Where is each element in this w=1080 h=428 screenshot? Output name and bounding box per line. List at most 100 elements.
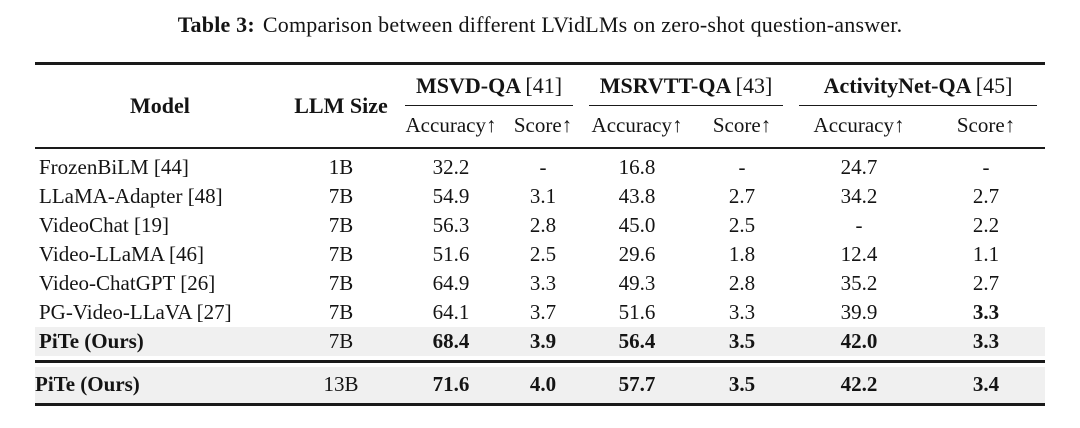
- metric-value-cell: 29.6: [618, 242, 656, 266]
- table-caption: Table 3: Comparison between different LVi…: [0, 0, 1080, 38]
- metric-value-cell: -: [539, 155, 547, 179]
- metric-value-cell: 2.8: [728, 271, 756, 295]
- metric-value-cell: 64.1: [432, 300, 470, 324]
- table-row: LLaMA-Adapter [48] 7B 54.9 3.1 43.8 2.7 34.2 2.…: [35, 182, 1045, 211]
- metric-value-cell: -: [855, 213, 863, 237]
- llm-size-cell: 7B: [328, 271, 354, 295]
- col-header-llm-size: LLM Size: [285, 63, 397, 149]
- metric-value-cell: 2.7: [728, 184, 756, 208]
- metric-value-cell: 35.2: [840, 271, 878, 295]
- metric-value-cell: 2.7: [972, 271, 1000, 295]
- sub-header-row: Accuracy↑ Score↑ Accuracy↑ Score↑ Accura…: [35, 106, 1046, 149]
- metric-value-cell: 56.4: [581, 327, 694, 356]
- table-row: VideoChat [19] 7B 56.3 2.8 45.0 2.5 - 2.2: [35, 211, 1045, 240]
- group-header-activitynet-qa: ActivityNet-QA [45]: [791, 64, 1045, 106]
- metric-value-cell: -: [982, 155, 990, 179]
- metric-value-cell: 3.5: [693, 366, 792, 404]
- metric-value-cell: 43.8: [618, 184, 656, 208]
- metric-value-cell: 3.3: [529, 271, 557, 295]
- model-name-cell: PG-Video-LLaVA [27]: [39, 300, 232, 324]
- benchmark-name: MSVD-QA: [415, 73, 520, 98]
- col-header-model: Model: [35, 63, 285, 149]
- model-name-cell: Video-LLaMA [46]: [39, 242, 204, 266]
- table-caption-label: Table 3:: [177, 12, 255, 37]
- table-body: FrozenBiLM [44] 1B 32.2-16.8-24.7- LLaMA-Ad…: [35, 148, 1046, 404]
- group-header-row: Model LLM Size MSVD-QA [41] MSRVTT-QA [4…: [35, 63, 1045, 149]
- metric-value-cell: 24.7: [840, 155, 878, 179]
- col-header-msrvtt-accuracy: Accuracy↑: [581, 106, 694, 149]
- citation-ref: [43]: [735, 73, 773, 98]
- metric-value-cell: 3.3: [972, 300, 1000, 324]
- metric-value-cell: 3.9: [505, 327, 582, 356]
- table-caption-text: Comparison between different LVidLMs on …: [262, 12, 903, 37]
- table-row: FrozenBiLM [44] 1B 32.2 - 16.8 - 24.7 -: [35, 148, 1045, 182]
- metric-value-cell: 64.9: [432, 271, 470, 295]
- metric-value-cell: 56.3: [432, 213, 470, 237]
- metric-value-cell: 51.6: [618, 300, 656, 324]
- metric-value-cell: 2.7: [972, 184, 1000, 208]
- metric-value-cell: 2.5: [529, 242, 557, 266]
- group-header-msrvtt-qa-rule: MSRVTT-QA [43]: [589, 72, 784, 106]
- metric-value-cell: 3.7: [529, 300, 557, 324]
- metric-value-cell: 3.3: [927, 327, 1046, 356]
- benchmark-name: MSRVTT-QA: [599, 73, 731, 98]
- model-name-cell: PiTe (Ours): [35, 327, 285, 356]
- section-divider-rule: [35, 356, 1046, 367]
- col-header-msvd-accuracy: Accuracy↑: [397, 106, 505, 149]
- model-name-cell: Video-ChatGPT [26]: [39, 271, 216, 295]
- citation-ref: [41]: [525, 73, 563, 98]
- metric-value-cell: 32.2: [432, 155, 470, 179]
- metric-value-cell: 68.4: [397, 327, 505, 356]
- group-header-activitynet-qa-rule: ActivityNet-QA [45]: [799, 72, 1038, 106]
- metric-value-cell: 39.9: [840, 300, 878, 324]
- llm-size-cell: 1B: [328, 155, 354, 179]
- metric-value-cell: 34.2: [840, 184, 878, 208]
- model-name-cell: LLaMA-Adapter [48]: [39, 184, 223, 208]
- metric-value-cell: 16.8: [618, 155, 656, 179]
- group-header-msvd-qa-rule: MSVD-QA [41]: [405, 72, 574, 106]
- col-header-msrvtt-score: Score↑: [693, 106, 792, 149]
- table-header: Model LLM Size MSVD-QA [41] MSRVTT-QA [4…: [35, 63, 1046, 149]
- model-name-cell: FrozenBiLM [44]: [39, 155, 189, 179]
- col-header-msvd-score: Score↑: [505, 106, 582, 149]
- metric-value-cell: -: [738, 155, 746, 179]
- metric-value-cell: 54.9: [432, 184, 470, 208]
- metric-value-cell: 42.2: [791, 366, 928, 404]
- metric-value-cell: 45.0: [618, 213, 656, 237]
- metric-value-cell: 49.3: [618, 271, 656, 295]
- metric-value-cell: 1.8: [728, 242, 756, 266]
- metric-value-cell: 3.3: [728, 300, 756, 324]
- llm-size-cell: 7B: [328, 213, 354, 237]
- benchmark-name: ActivityNet-QA: [823, 73, 971, 98]
- comparison-table: Model LLM Size MSVD-QA [41] MSRVTT-QA [4…: [35, 62, 1046, 406]
- citation-ref: [45]: [975, 73, 1013, 98]
- table-row: PiTe (Ours) 7B 68.4 3.9 56.4 3.5 42.0 3.3: [35, 327, 1046, 356]
- group-header-msvd-qa: MSVD-QA [41]: [397, 64, 581, 106]
- metric-value-cell: 71.6: [397, 366, 505, 404]
- metric-value-cell: 12.4: [840, 242, 878, 266]
- group-header-msrvtt-qa: MSRVTT-QA [43]: [581, 64, 791, 106]
- llm-size-cell: 7B: [328, 184, 354, 208]
- table-row: Video-LLaMA [46] 7B 51.6 2.5 29.6 1.8 12.4 1.1: [35, 240, 1045, 269]
- llm-size-cell: 13B: [285, 366, 397, 404]
- metric-value-cell: 51.6: [432, 242, 470, 266]
- metric-value-cell: 2.2: [972, 213, 1000, 237]
- metric-value-cell: 42.0: [791, 327, 928, 356]
- table-row: PG-Video-LLaVA [27] 7B 64.1 3.7 51.6 3.3 39.9 3…: [35, 298, 1045, 327]
- model-name-cell: VideoChat [19]: [39, 213, 169, 237]
- table-row: PiTe (Ours) 13B 71.6 4.0 57.7 3.5 42.2 3.4: [35, 366, 1046, 404]
- metric-value-cell: 2.5: [728, 213, 756, 237]
- metric-value-cell: 1.1: [972, 242, 1000, 266]
- llm-size-cell: 7B: [285, 327, 397, 356]
- model-name-cell: PiTe (Ours): [35, 366, 285, 404]
- section-divider-cell: [35, 356, 1046, 367]
- metric-value-cell: 3.4: [927, 366, 1046, 404]
- metric-value-cell: 3.1: [529, 184, 557, 208]
- col-header-activitynet-accuracy: Accuracy↑: [791, 106, 928, 149]
- llm-size-cell: 7B: [328, 300, 354, 324]
- horizontal-rule: [35, 360, 1046, 363]
- metric-value-cell: 3.5: [693, 327, 792, 356]
- llm-size-cell: 7B: [328, 242, 354, 266]
- metric-value-cell: 4.0: [505, 366, 582, 404]
